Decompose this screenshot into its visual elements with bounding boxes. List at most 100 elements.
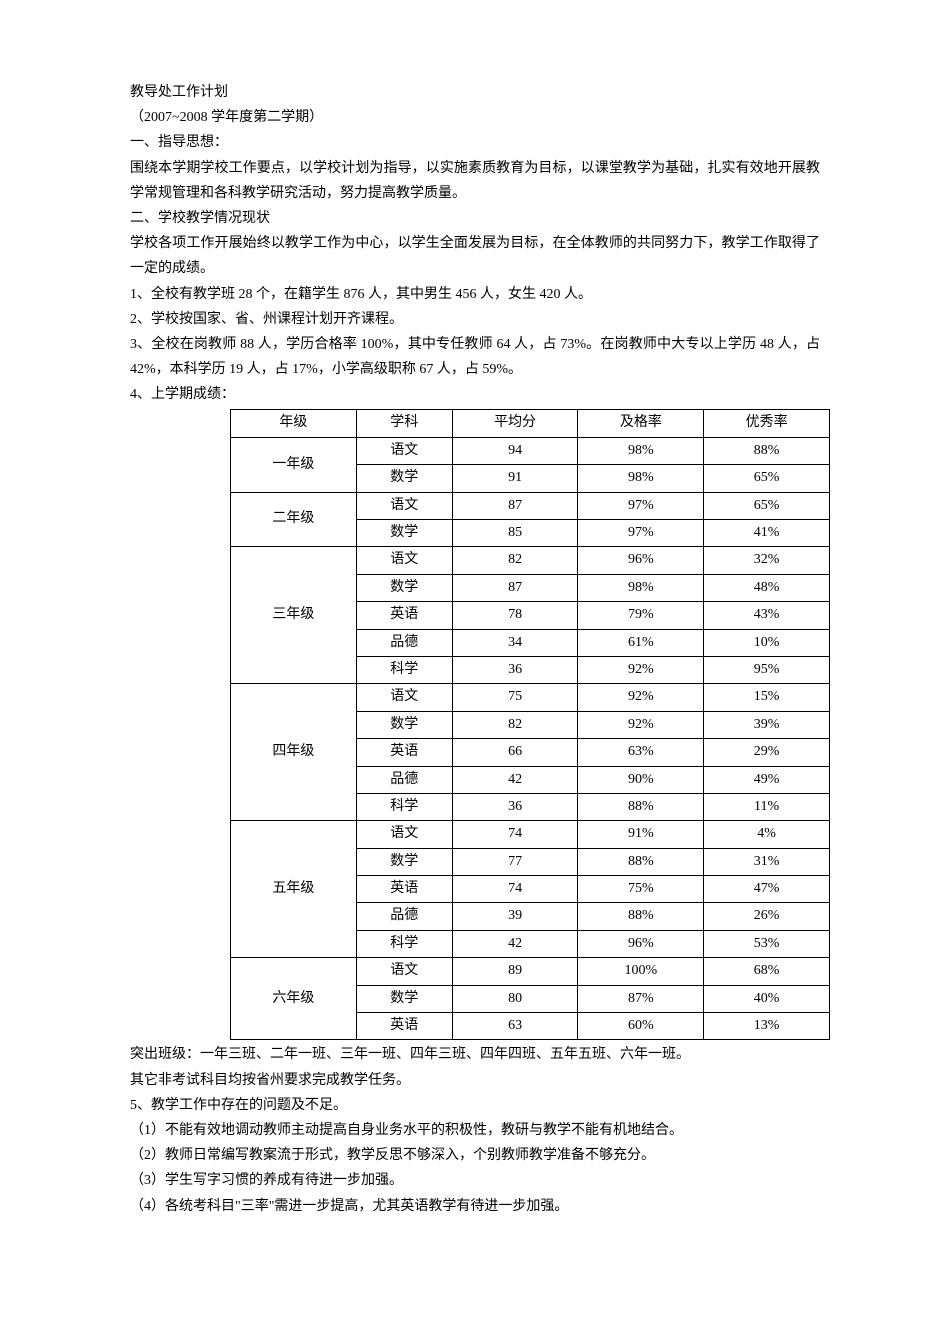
avg-cell: 91 <box>452 465 578 492</box>
avg-cell: 36 <box>452 793 578 820</box>
excel-cell: 11% <box>704 793 830 820</box>
pass-cell: 61% <box>578 629 704 656</box>
avg-cell: 42 <box>452 930 578 957</box>
pass-cell: 92% <box>578 711 704 738</box>
avg-cell: 80 <box>452 985 578 1012</box>
grade-cell: 一年级 <box>231 437 357 492</box>
avg-cell: 89 <box>452 958 578 985</box>
excel-cell: 31% <box>704 848 830 875</box>
item-5: 5、教学工作中存在的问题及不足。 <box>130 1093 820 1118</box>
excel-cell: 10% <box>704 629 830 656</box>
avg-cell: 87 <box>452 574 578 601</box>
item-4: 4、上学期成绩： <box>130 382 820 407</box>
excel-cell: 13% <box>704 1013 830 1040</box>
avg-cell: 85 <box>452 520 578 547</box>
avg-cell: 66 <box>452 739 578 766</box>
table-row: 一年级语文9498%88% <box>231 437 830 464</box>
header-grade: 年级 <box>231 410 357 437</box>
table-row: 六年级语文89100%68% <box>231 958 830 985</box>
item-2: 2、学校按国家、省、州课程计划开齐课程。 <box>130 307 820 332</box>
subject-cell: 语文 <box>356 958 452 985</box>
header-pass: 及格率 <box>578 410 704 437</box>
subject-cell: 数学 <box>356 465 452 492</box>
avg-cell: 74 <box>452 876 578 903</box>
excel-cell: 43% <box>704 602 830 629</box>
excel-cell: 15% <box>704 684 830 711</box>
excel-cell: 53% <box>704 930 830 957</box>
title: 教导处工作计划 <box>130 80 820 105</box>
pass-cell: 75% <box>578 876 704 903</box>
avg-cell: 42 <box>452 766 578 793</box>
section1-body: 围绕本学期学校工作要点，以学校计划为指导，以实施素质教育为目标，以课堂教学为基础… <box>130 156 820 206</box>
grades-table: 年级 学科 平均分 及格率 优秀率 一年级语文9498%88%数学9198%65… <box>230 409 830 1040</box>
subject-cell: 品德 <box>356 903 452 930</box>
pass-cell: 90% <box>578 766 704 793</box>
subject-cell: 数学 <box>356 985 452 1012</box>
excel-cell: 49% <box>704 766 830 793</box>
section2-body: 学校各项工作开展始终以教学工作为中心，以学生全面发展为目标，在全体教师的共同努力… <box>130 231 820 281</box>
avg-cell: 75 <box>452 684 578 711</box>
pass-cell: 92% <box>578 684 704 711</box>
avg-cell: 87 <box>452 492 578 519</box>
grade-cell: 二年级 <box>231 492 357 547</box>
header-excel: 优秀率 <box>704 410 830 437</box>
table-row: 五年级语文7491%4% <box>231 821 830 848</box>
pass-cell: 97% <box>578 492 704 519</box>
sub-4: （4）各统考科目"三率"需进一步提高，尤其英语教学有待进一步加强。 <box>130 1194 820 1219</box>
after-table-1: 突出班级：一年三班、二年一班、三年一班、四年三班、四年四班、五年五班、六年一班。 <box>130 1042 820 1067</box>
excel-cell: 65% <box>704 465 830 492</box>
avg-cell: 78 <box>452 602 578 629</box>
grade-cell: 五年级 <box>231 821 357 958</box>
avg-cell: 36 <box>452 656 578 683</box>
subject-cell: 科学 <box>356 656 452 683</box>
pass-cell: 87% <box>578 985 704 1012</box>
excel-cell: 39% <box>704 711 830 738</box>
excel-cell: 48% <box>704 574 830 601</box>
subject-cell: 英语 <box>356 739 452 766</box>
subject-cell: 语文 <box>356 684 452 711</box>
excel-cell: 88% <box>704 437 830 464</box>
sub-3: （3）学生写字习惯的养成有待进一步加强。 <box>130 1168 820 1193</box>
excel-cell: 26% <box>704 903 830 930</box>
item-3: 3、全校在岗教师 88 人，学历合格率 100%，其中专任教师 64 人，占 7… <box>130 332 820 382</box>
subject-cell: 品德 <box>356 766 452 793</box>
pass-cell: 98% <box>578 437 704 464</box>
subject-cell: 品德 <box>356 629 452 656</box>
excel-cell: 32% <box>704 547 830 574</box>
pass-cell: 91% <box>578 821 704 848</box>
subject-cell: 科学 <box>356 793 452 820</box>
excel-cell: 47% <box>704 876 830 903</box>
sub-1: （1）不能有效地调动教师主动提高自身业务水平的积极性，教研与教学不能有机地结合。 <box>130 1118 820 1143</box>
excel-cell: 29% <box>704 739 830 766</box>
subject-cell: 语文 <box>356 547 452 574</box>
grade-cell: 四年级 <box>231 684 357 821</box>
sub-2: （2）教师日常编写教案流于形式，教学反思不够深入，个别教师教学准备不够充分。 <box>130 1143 820 1168</box>
pass-cell: 60% <box>578 1013 704 1040</box>
item-1: 1、全校有教学班 28 个，在籍学生 876 人，其中男生 456 人，女生 4… <box>130 282 820 307</box>
grade-cell: 六年级 <box>231 958 357 1040</box>
subject-cell: 英语 <box>356 876 452 903</box>
excel-cell: 95% <box>704 656 830 683</box>
subject-cell: 语文 <box>356 437 452 464</box>
table-row: 三年级语文8296%32% <box>231 547 830 574</box>
table-header-row: 年级 学科 平均分 及格率 优秀率 <box>231 410 830 437</box>
avg-cell: 82 <box>452 547 578 574</box>
pass-cell: 96% <box>578 547 704 574</box>
subject-cell: 科学 <box>356 930 452 957</box>
pass-cell: 100% <box>578 958 704 985</box>
table-row: 四年级语文7592%15% <box>231 684 830 711</box>
pass-cell: 88% <box>578 793 704 820</box>
excel-cell: 40% <box>704 985 830 1012</box>
pass-cell: 88% <box>578 848 704 875</box>
document-content: 教导处工作计划 （2007~2008 学年度第二学期） 一、指导思想： 围绕本学… <box>130 80 820 1219</box>
header-avg: 平均分 <box>452 410 578 437</box>
subject-cell: 语文 <box>356 492 452 519</box>
subject-cell: 英语 <box>356 1013 452 1040</box>
avg-cell: 82 <box>452 711 578 738</box>
section1-heading: 一、指导思想： <box>130 130 820 155</box>
subject-cell: 数学 <box>356 711 452 738</box>
pass-cell: 98% <box>578 574 704 601</box>
subject-cell: 数学 <box>356 520 452 547</box>
excel-cell: 68% <box>704 958 830 985</box>
table-row: 二年级语文8797%65% <box>231 492 830 519</box>
